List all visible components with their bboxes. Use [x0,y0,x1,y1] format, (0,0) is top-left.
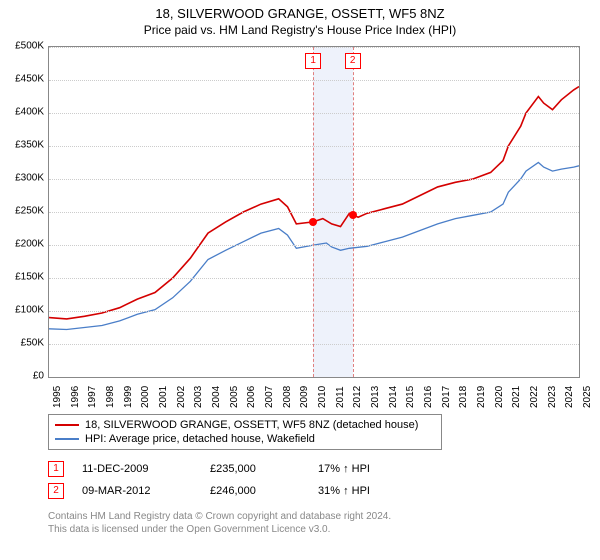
xtick-label: 2006 [246,386,257,408]
ytick-label: £300K [4,173,44,184]
xtick-label: 2019 [476,386,487,408]
sale-date: 09-MAR-2012 [82,485,192,497]
legend: 18, SILVERWOOD GRANGE, OSSETT, WF5 8NZ (… [48,414,442,450]
xtick-label: 2016 [423,386,434,408]
sale-marker: 1 [48,461,64,477]
sale-marker: 2 [48,483,64,499]
sale-dot [309,218,317,226]
sale-delta: 31% ↑ HPI [318,485,370,497]
xtick-label: 2003 [193,386,204,408]
ytick-label: £200K [4,239,44,250]
xtick-label: 1995 [52,386,63,408]
xtick-label: 2011 [335,386,346,408]
xtick-label: 2008 [282,386,293,408]
ytick-label: £100K [4,305,44,316]
xtick-label: 2015 [405,386,416,408]
xtick-label: 2014 [388,386,399,408]
xtick-label: 2004 [211,386,222,408]
xtick-label: 2009 [299,386,310,408]
sale-dot [349,211,357,219]
ytick-label: £500K [4,41,44,52]
sales-row: 2 09-MAR-2012 £246,000 31% ↑ HPI [48,480,370,502]
xtick-label: 1999 [123,386,134,408]
xtick-label: 2018 [458,386,469,408]
ytick-label: £50K [4,338,44,349]
chart-subtitle: Price paid vs. HM Land Registry's House … [0,21,600,41]
sale-marker-box: 1 [305,53,321,69]
ytick-label: £450K [4,74,44,85]
xtick-label: 1996 [70,386,81,408]
legend-label: HPI: Average price, detached house, Wake… [85,433,315,445]
sale-date: 11-DEC-2009 [82,463,192,475]
plot-area: 12 [48,46,580,378]
legend-row: HPI: Average price, detached house, Wake… [55,432,435,446]
xtick-label: 2000 [140,386,151,408]
xtick-label: 2002 [176,386,187,408]
chart-title: 18, SILVERWOOD GRANGE, OSSETT, WF5 8NZ [0,0,600,21]
xtick-label: 2025 [582,386,593,408]
chart-container: 18, SILVERWOOD GRANGE, OSSETT, WF5 8NZ P… [0,0,600,560]
xtick-label: 1998 [105,386,116,408]
sale-delta: 17% ↑ HPI [318,463,370,475]
legend-swatch [55,438,79,440]
sales-row: 1 11-DEC-2009 £235,000 17% ↑ HPI [48,458,370,480]
xtick-label: 2007 [264,386,275,408]
xtick-label: 2020 [494,386,505,408]
attribution-line: Contains HM Land Registry data © Crown c… [48,510,568,523]
xtick-label: 2024 [564,386,575,408]
ytick-label: £350K [4,140,44,151]
sale-price: £235,000 [210,463,300,475]
sale-price: £246,000 [210,485,300,497]
attribution-line: This data is licensed under the Open Gov… [48,523,568,536]
ytick-label: £0 [4,371,44,382]
attribution: Contains HM Land Registry data © Crown c… [48,510,568,536]
legend-label: 18, SILVERWOOD GRANGE, OSSETT, WF5 8NZ (… [85,419,418,431]
xtick-label: 2023 [547,386,558,408]
sale-vline [313,47,314,377]
ytick-label: £150K [4,272,44,283]
sale-marker-box: 2 [345,53,361,69]
xtick-label: 2013 [370,386,381,408]
sales-table: 1 11-DEC-2009 £235,000 17% ↑ HPI 2 09-MAR-201… [48,458,370,502]
xtick-label: 1997 [87,386,98,408]
xtick-label: 2021 [511,386,522,408]
ytick-label: £400K [4,107,44,118]
legend-row: 18, SILVERWOOD GRANGE, OSSETT, WF5 8NZ (… [55,418,435,432]
xtick-label: 2022 [529,386,540,408]
xtick-label: 2017 [441,386,452,408]
xtick-label: 2005 [229,386,240,408]
ytick-label: £250K [4,206,44,217]
xtick-label: 2010 [317,386,328,408]
legend-swatch [55,424,79,426]
xtick-label: 2001 [158,386,169,408]
xtick-label: 2012 [352,386,363,408]
